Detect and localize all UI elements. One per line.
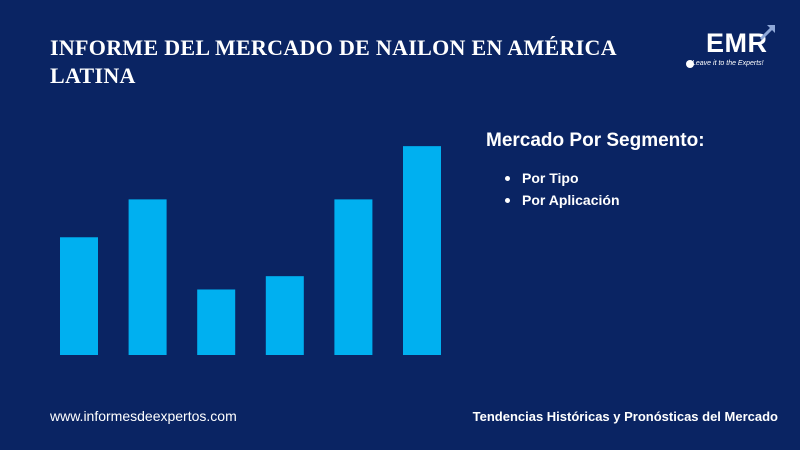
logo-text: EMR: [706, 28, 768, 58]
page-title: INFORME DEL MERCADO DE NAILON EN AMÉRICA…: [50, 35, 616, 88]
bar-2: [128, 199, 167, 355]
logo-dot-icon: [686, 60, 694, 68]
segment-item-tipo: Por Tipo: [505, 167, 620, 189]
bar-1: [60, 237, 98, 355]
segment-item-label: Por Aplicación: [522, 192, 620, 208]
segment-item-label: Por Tipo: [522, 170, 579, 186]
footer-tagline: Tendencias Históricas y Pronósticas del …: [472, 409, 778, 424]
logo-tagline: Leave it to the Experts!: [692, 60, 764, 67]
website-link[interactable]: www.informesdeexpertos.com: [50, 408, 237, 424]
segment-item-aplicacion: Por Aplicación: [505, 189, 620, 211]
segment-list: Por Tipo Por Aplicación: [505, 167, 620, 211]
bar-5: [334, 199, 373, 355]
segment-heading: Mercado Por Segmento:: [486, 130, 705, 151]
bullet-icon: [505, 175, 510, 181]
bar-6: [403, 146, 441, 355]
bullet-icon: [505, 197, 510, 203]
emr-logo[interactable]: EMR Leave it to the Experts!: [686, 22, 786, 72]
bar-3: [197, 289, 236, 355]
bar-chart: [60, 146, 441, 355]
bar-4: [265, 276, 304, 355]
arrow-up-right-icon: [759, 25, 775, 41]
